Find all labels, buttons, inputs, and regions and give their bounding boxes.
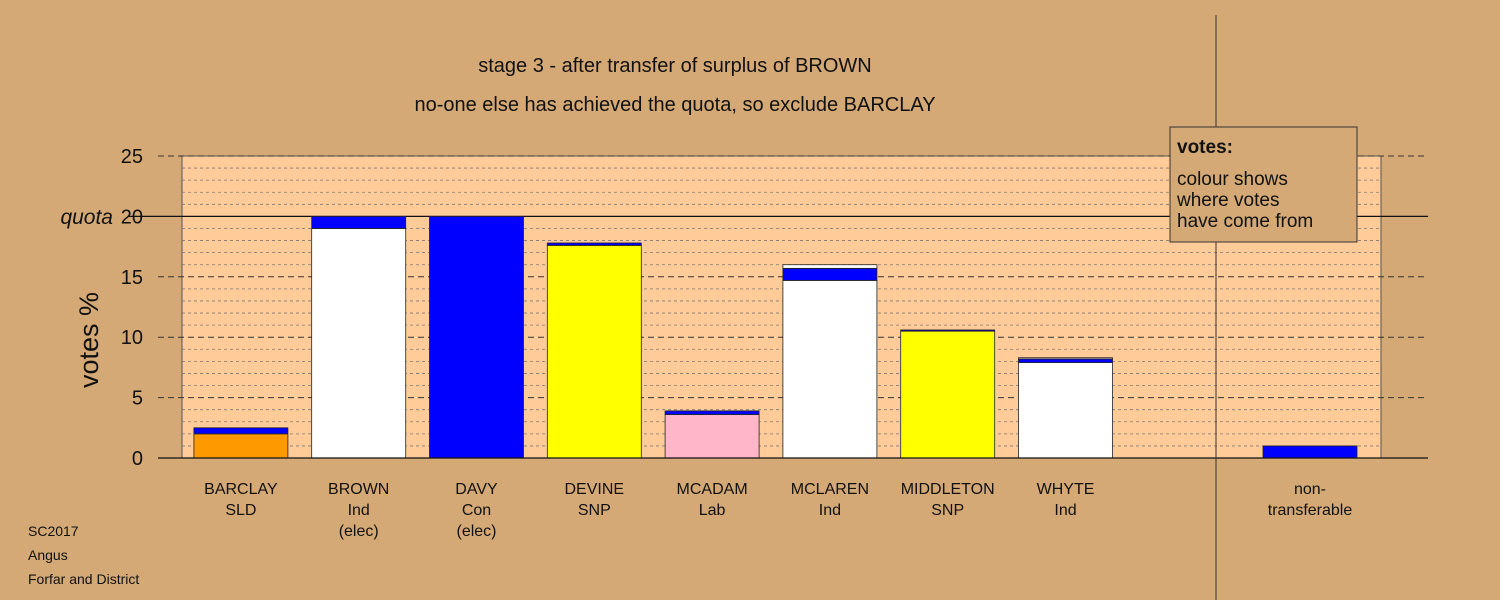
legend: votes: colour shows where votes have com… [1169,126,1358,243]
bar-barclay-segment [193,433,289,459]
category-label: MCADAM [677,481,748,498]
y-tick-label: 0 [132,448,143,470]
category-label: BARCLAY [204,481,278,498]
category-label: MIDDLETON [901,481,995,498]
footer-line: SC2017 [28,523,79,539]
bar-mclaren-segment [782,280,878,459]
category-label: Con [462,502,491,519]
y-axis-label: votes % [74,292,104,388]
category-label: Lab [699,502,726,519]
category-label: WHYTE [1037,481,1095,498]
category-label: DAVY [455,481,498,498]
category-label: DEVINE [565,481,625,498]
bar-whyte-segment [1018,357,1113,360]
footer-line: Forfar and District [28,571,139,587]
legend-line: colour shows [1177,169,1288,190]
category-label: (elec) [456,523,496,540]
bar-devine-segment [546,244,642,459]
bar-middleton-segment [900,329,996,332]
bar-middleton-segment [900,330,996,459]
footer-line: Angus [28,547,68,563]
bar-mcadam-segment [664,414,760,459]
bar-mclaren-segment [782,264,878,269]
category-label: Ind [348,502,370,519]
y-tick-label: 20 [121,206,143,228]
bar-brown-segment [311,228,407,459]
category-label: BROWN [328,481,389,498]
category-label: non- [1294,481,1326,498]
legend-line: have come from [1177,211,1313,232]
bars [193,215,1358,459]
category-label: SLD [225,502,256,519]
y-tick-label: 5 [132,388,143,410]
bar-non-transferable-segment [1262,445,1358,459]
chart-subtitle: no-one else has achieved the quota, so e… [414,94,935,116]
bar-whyte-segment [1018,358,1113,363]
axes: 0 5 10 15 20 25 [121,15,1428,600]
quota-label: quota [60,206,113,229]
legend-title: votes: [1177,137,1233,158]
category-label: SNP [578,502,611,519]
category-label: transferable [1268,502,1353,519]
y-tick-label: 10 [121,327,143,349]
chart-title: stage 3 - after transfer of surplus of B… [478,55,871,77]
bar-whyte-segment [1018,362,1113,459]
bar-mclaren-segment [782,267,878,281]
bar-devine-segment [546,242,642,246]
y-tick-label: 15 [121,267,143,289]
bar-mcadam-segment [664,410,760,415]
y-tick-label: 25 [121,146,143,168]
legend-line: where votes [1176,190,1279,211]
bar-barclay-segment [193,427,289,435]
category-label: Ind [1054,502,1076,519]
legend-box [1169,126,1358,243]
category-label: SNP [931,502,964,519]
category-label: Ind [819,502,841,519]
bar-brown-segment [311,215,407,229]
category-label: MCLAREN [791,481,869,498]
bar-davy-segment [429,215,524,459]
category-label: (elec) [339,523,379,540]
category-labels: BARCLAY SLD BROWN Ind (elec) DAVY Con (elec) DEV… [204,481,1352,540]
